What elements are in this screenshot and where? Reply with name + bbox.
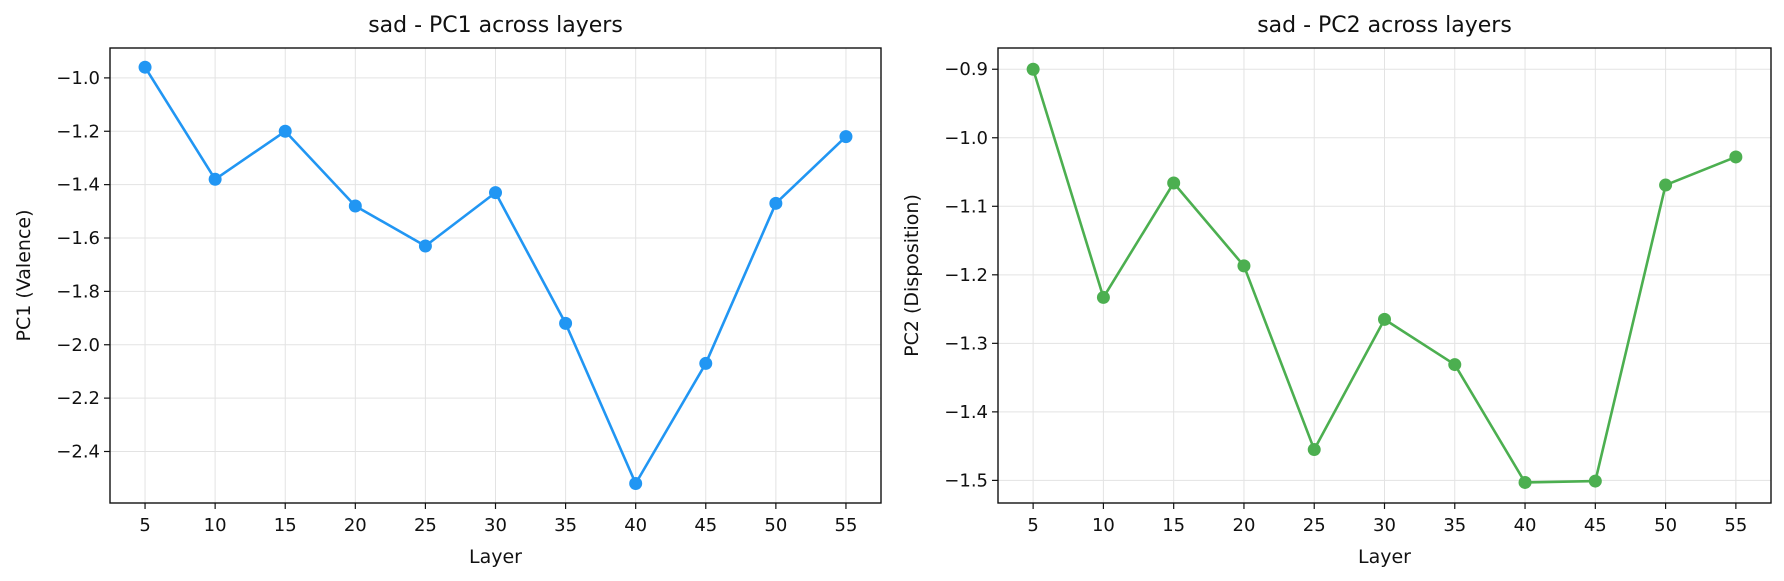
x-tick-label: 40 bbox=[624, 515, 647, 536]
x-tick-label: 5 bbox=[139, 515, 150, 536]
x-tick-label: 15 bbox=[1162, 515, 1185, 536]
x-tick-label: 50 bbox=[764, 515, 787, 536]
x-tick-label: 30 bbox=[1373, 515, 1396, 536]
x-tick-label: 50 bbox=[1654, 515, 1677, 536]
chart-panel-pc1: sad - PC1 across layers 5 10 15 20 25 30 35 40 4… bbox=[13, 13, 882, 568]
y-tick-label: −0.9 bbox=[944, 59, 988, 80]
y-tick-label: −1.1 bbox=[944, 196, 988, 217]
x-tick-label: 40 bbox=[1514, 515, 1537, 536]
y-tick-label: −1.0 bbox=[56, 68, 100, 89]
data-point bbox=[1729, 150, 1743, 164]
data-point bbox=[839, 130, 853, 144]
data-point bbox=[559, 316, 573, 330]
y-tick-label: −1.3 bbox=[944, 333, 988, 354]
y-axis-label: PC1 (Valence) bbox=[13, 210, 35, 342]
x-tick-label: 10 bbox=[1092, 515, 1115, 536]
y-tick-label: −1.5 bbox=[944, 470, 988, 491]
x-tick-label: 45 bbox=[1584, 515, 1607, 536]
chart-panel-pc2: sad - PC2 across layers 5 10 15 20 25 30 35 40 4… bbox=[901, 13, 1772, 568]
x-tick-label: 15 bbox=[274, 515, 297, 536]
y-tick-label: −1.2 bbox=[944, 265, 988, 286]
chart-title: sad - PC1 across layers bbox=[368, 13, 623, 38]
data-point bbox=[489, 186, 502, 200]
x-tick-label: 55 bbox=[835, 515, 858, 536]
data-point bbox=[1307, 443, 1321, 457]
y-tick-label: −2.2 bbox=[56, 388, 100, 409]
data-point bbox=[278, 124, 292, 138]
data-point bbox=[1518, 475, 1532, 489]
x-tick-label: 20 bbox=[1233, 515, 1256, 536]
data-point bbox=[1026, 62, 1040, 76]
x-tick-label: 35 bbox=[554, 515, 577, 536]
x-tick-label: 45 bbox=[694, 515, 717, 536]
data-point bbox=[1096, 290, 1110, 304]
data-point bbox=[1659, 178, 1673, 192]
data-point bbox=[1167, 176, 1181, 190]
y-tick-label: −1.8 bbox=[56, 281, 100, 302]
y-tick-label: −1.4 bbox=[944, 402, 988, 423]
y-tick-label: −2.4 bbox=[56, 441, 100, 462]
data-point bbox=[348, 199, 362, 213]
data-point bbox=[629, 477, 643, 491]
x-axis-label: Layer bbox=[1358, 546, 1411, 568]
x-tick-label: 10 bbox=[204, 515, 227, 536]
y-tick-label: −1.4 bbox=[56, 175, 100, 196]
x-tick-label: 35 bbox=[1443, 515, 1466, 536]
x-tick-label: 55 bbox=[1724, 515, 1747, 536]
data-point bbox=[138, 60, 152, 74]
y-tick-label: −1.2 bbox=[56, 121, 100, 142]
x-tick-label: 25 bbox=[1303, 515, 1326, 536]
y-tick-label: −2.0 bbox=[56, 335, 100, 356]
y-tick-label: −1.6 bbox=[56, 228, 100, 249]
chart-title: sad - PC2 across layers bbox=[1257, 13, 1512, 38]
data-point bbox=[1378, 312, 1391, 326]
data-point bbox=[418, 239, 432, 253]
x-axis-label: Layer bbox=[469, 546, 522, 568]
y-axis-label: PC2 (Disposition) bbox=[901, 194, 923, 357]
data-point bbox=[208, 172, 222, 186]
x-tick-label: 5 bbox=[1027, 515, 1038, 536]
x-tick-label: 20 bbox=[344, 515, 367, 536]
x-tick-label: 30 bbox=[484, 515, 507, 536]
data-point bbox=[1448, 358, 1462, 372]
x-tick-label: 25 bbox=[414, 515, 437, 536]
data-point bbox=[1588, 474, 1602, 488]
data-point bbox=[1237, 259, 1251, 273]
data-point bbox=[769, 196, 783, 210]
data-point bbox=[699, 356, 713, 370]
y-tick-label: −1.0 bbox=[944, 128, 988, 149]
